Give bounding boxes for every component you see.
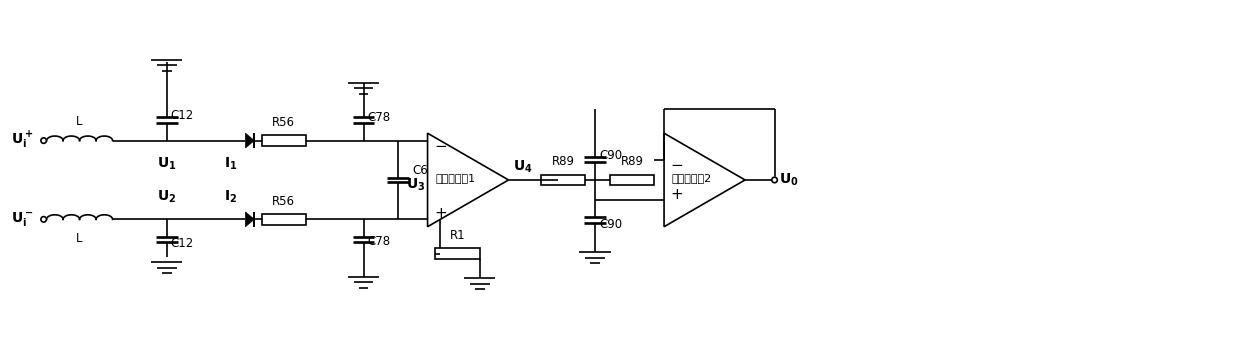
Text: −: −	[670, 158, 683, 173]
Text: $\mathbf{U_i^-}$: $\mathbf{U_i^-}$	[11, 210, 33, 228]
Text: L: L	[77, 115, 83, 128]
Bar	[541, 175, 585, 185]
Bar	[261, 214, 306, 225]
Circle shape	[41, 217, 46, 222]
Text: +: +	[434, 206, 447, 221]
Text: C12: C12	[171, 109, 193, 122]
Polygon shape	[245, 212, 254, 227]
Polygon shape	[664, 133, 745, 227]
Text: $\mathbf{U_1}$: $\mathbf{U_1}$	[157, 155, 176, 172]
Text: 运算放大器1: 运算放大器1	[435, 173, 476, 183]
Text: $\mathbf{U_2}$: $\mathbf{U_2}$	[157, 188, 176, 204]
Text: R56: R56	[273, 195, 295, 208]
Text: C78: C78	[368, 111, 390, 125]
Text: C12: C12	[171, 237, 193, 250]
Text: R56: R56	[273, 116, 295, 129]
Text: C90: C90	[600, 149, 622, 162]
Circle shape	[41, 138, 46, 143]
Text: R89: R89	[551, 155, 575, 168]
Text: R89: R89	[621, 155, 643, 168]
Polygon shape	[245, 133, 254, 148]
Text: +: +	[670, 187, 683, 202]
Text: C78: C78	[368, 235, 390, 248]
Circle shape	[772, 177, 777, 183]
Text: $\mathbf{U_3}$: $\mathbf{U_3}$	[406, 177, 425, 193]
Text: $\mathbf{I_1}$: $\mathbf{I_1}$	[224, 155, 238, 172]
Text: $\mathbf{U_0}$: $\mathbf{U_0}$	[779, 172, 799, 188]
Text: 运算放大器2: 运算放大器2	[672, 173, 711, 183]
Text: $\mathbf{U_i^+}$: $\mathbf{U_i^+}$	[11, 130, 33, 151]
Bar	[261, 135, 306, 146]
Text: C6: C6	[413, 164, 429, 177]
Text: $\mathbf{U_4}$: $\mathbf{U_4}$	[513, 159, 533, 175]
Text: −: −	[434, 139, 447, 154]
Text: C90: C90	[600, 218, 622, 231]
Text: R1: R1	[450, 229, 466, 242]
Bar	[610, 175, 654, 185]
Text: L: L	[77, 232, 83, 245]
Bar	[435, 248, 479, 259]
Polygon shape	[427, 133, 508, 227]
Text: $\mathbf{I_2}$: $\mathbf{I_2}$	[224, 188, 238, 204]
